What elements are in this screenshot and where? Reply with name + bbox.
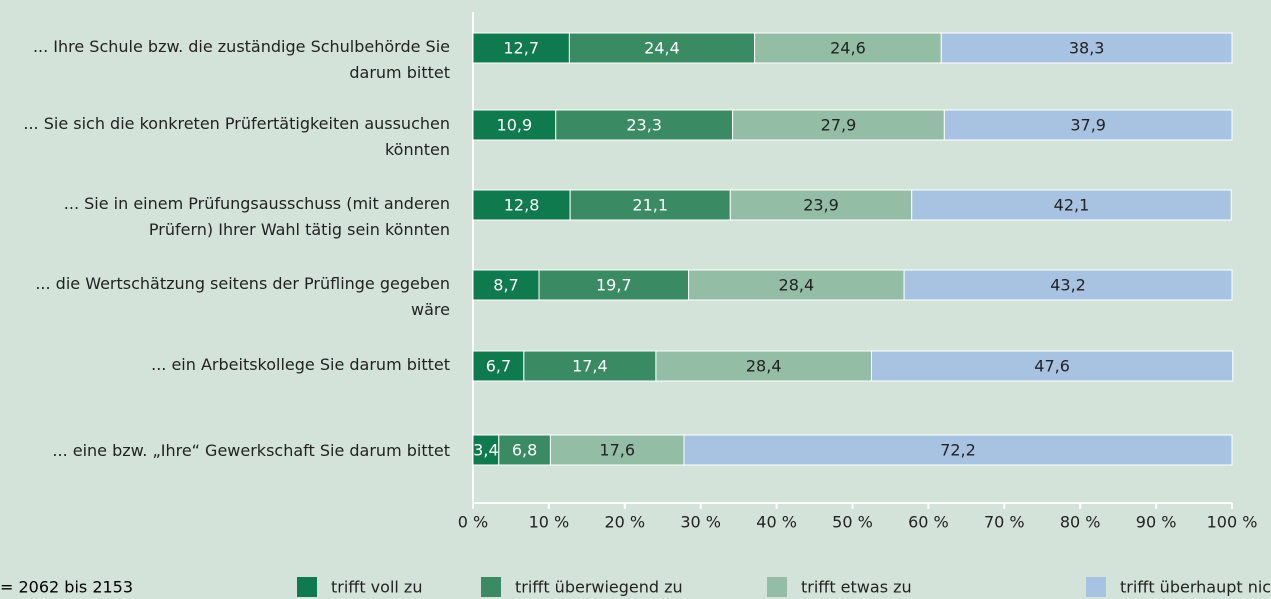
bar-segment [555,109,734,141]
category-label: ... Ihre Schule bzw. die zuständige Schu… [32,37,450,82]
bar-segment [870,350,1234,382]
legend-label: trifft voll zu [331,578,422,597]
x-tick-label: 90 % [1136,513,1177,532]
category-label: ... Sie in einem Prüfungsausschuss (mit … [63,194,450,239]
bar-segment [655,350,872,382]
bar-segment [943,109,1233,141]
bar-segment [568,32,756,64]
legend-label: trifft etwas zu [801,578,912,597]
data-label: 6,8 [512,441,537,460]
x-tick-label: 40 % [756,513,797,532]
data-label: 3,4 [473,441,498,460]
data-label: 21,1 [632,196,668,215]
data-label: 6,7 [486,357,511,376]
x-tick-label: 10 % [529,513,570,532]
bar-segment [472,109,557,141]
bar-segment [683,434,1233,466]
data-label: 12,8 [504,196,540,215]
data-label: 8,7 [493,276,518,295]
data-label: 24,6 [830,39,866,58]
x-tick-label: 20 % [604,513,645,532]
bar-segment [940,32,1233,64]
bar-segment [903,269,1233,301]
legend-swatch [1086,577,1106,597]
x-tick-label: 30 % [680,513,721,532]
data-label: 27,9 [821,116,857,135]
bar-segment [569,189,731,221]
note: = 2062 bis 2153 [0,578,133,597]
data-label: 42,1 [1054,196,1090,215]
bar-segment [472,189,571,221]
bar-segment [754,32,942,64]
x-tick-label: 100 % [1207,513,1258,532]
data-label: 19,7 [596,276,632,295]
category-label: ... ein Arbeitskollege Sie darum bittet [151,355,450,374]
data-label: 10,9 [497,116,533,135]
data-label: 38,3 [1069,39,1105,58]
bar-segment [729,189,913,221]
legend-swatch [767,577,787,597]
x-tick-label: 60 % [908,513,949,532]
data-label: 23,3 [626,116,662,135]
data-label: 23,9 [803,196,839,215]
data-label: 24,4 [644,39,680,58]
category-label: ... eine bzw. „Ihre“ Gewerkschaft Sie da… [52,441,450,460]
bar-segment [498,434,551,466]
data-label: 43,2 [1050,276,1086,295]
category-label: ... Sie sich die konkreten Prüfertätigke… [23,114,450,159]
data-label: 72,2 [940,441,976,460]
legend-swatch [297,577,317,597]
data-label: 17,4 [572,357,608,376]
data-label: 28,4 [746,357,782,376]
legend-swatch [481,577,501,597]
category-label: ... die Wertschätzung seitens der Prüfli… [35,274,450,319]
data-label: 17,6 [599,441,635,460]
x-tick-label: 70 % [984,513,1025,532]
data-label: 47,6 [1034,357,1070,376]
data-label: 28,4 [779,276,815,295]
legend-label: trifft überwiegend zu [515,578,683,597]
data-label: 37,9 [1070,116,1106,135]
legend-label: trifft überhaupt nicht zu [1120,578,1271,597]
bar-segment [688,269,905,301]
x-tick-label: 0 % [458,513,488,532]
x-tick-label: 50 % [832,513,873,532]
bar-segment [538,269,690,301]
data-label: 12,7 [503,39,539,58]
bar-segment [549,434,685,466]
bar-segment [911,189,1232,221]
x-tick-label: 80 % [1060,513,1101,532]
